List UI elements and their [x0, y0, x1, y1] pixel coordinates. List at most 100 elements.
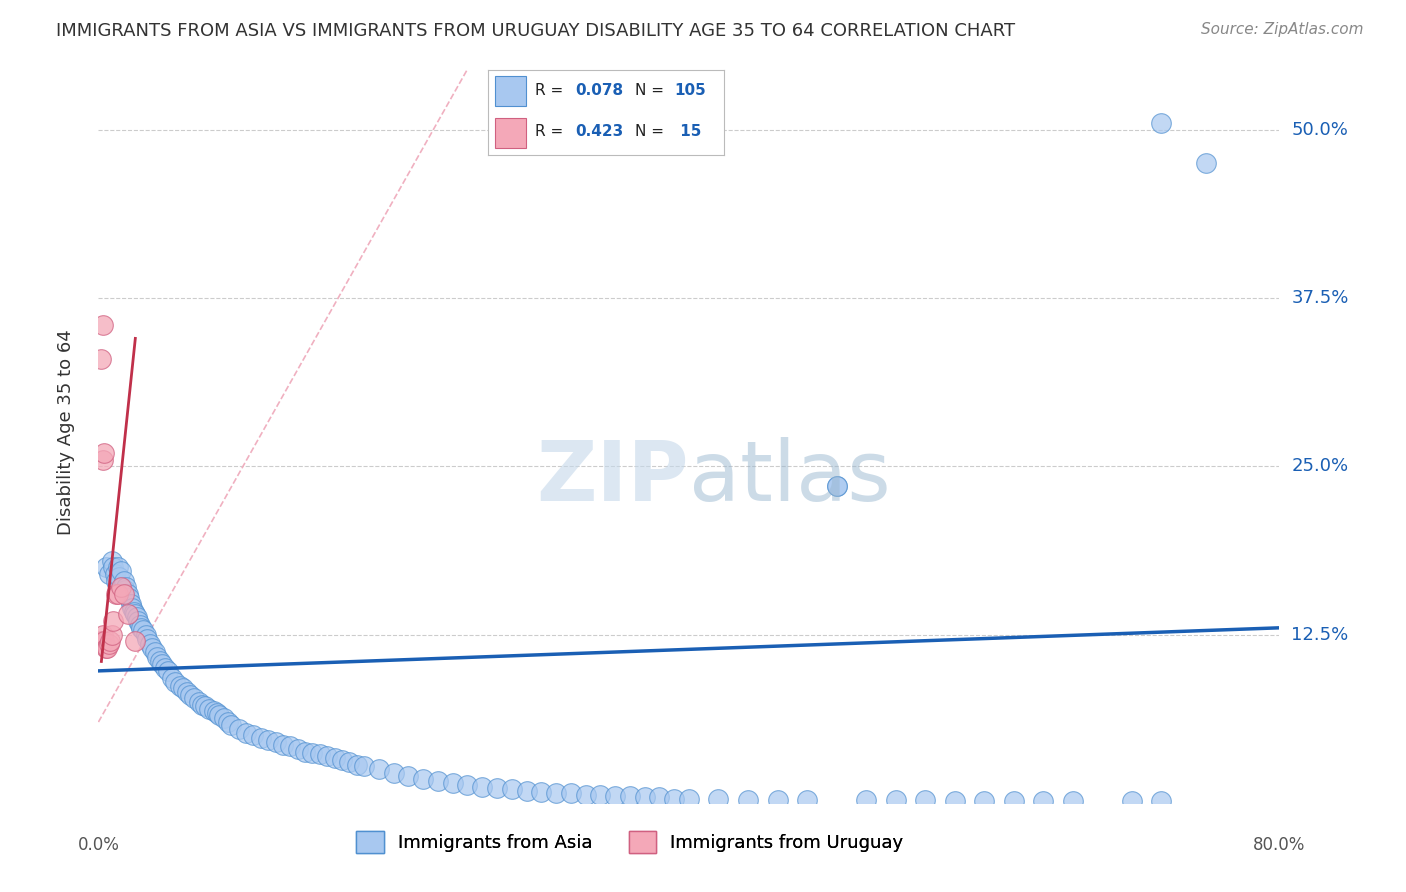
Text: 80.0%: 80.0% — [1253, 837, 1306, 855]
Point — [97, 566, 120, 581]
Point — [217, 714, 239, 729]
Point — [486, 780, 509, 795]
Point — [796, 793, 818, 807]
Point — [316, 748, 339, 763]
Point — [678, 791, 700, 805]
Point — [172, 681, 194, 696]
Point — [105, 587, 128, 601]
Point — [136, 632, 159, 646]
Point — [301, 746, 323, 760]
Point — [139, 637, 162, 651]
Point — [162, 671, 183, 685]
Point — [104, 566, 127, 581]
Point — [825, 479, 848, 493]
Point — [309, 747, 332, 762]
Point — [1002, 794, 1025, 808]
Point — [127, 614, 149, 628]
Point — [323, 751, 346, 765]
Point — [457, 778, 479, 792]
Point — [1121, 794, 1143, 808]
Point — [94, 560, 117, 574]
Point — [110, 581, 132, 595]
Point — [228, 722, 250, 736]
Point — [250, 731, 273, 746]
Point — [91, 452, 114, 467]
Point — [100, 627, 122, 641]
Point — [150, 657, 173, 672]
Point — [575, 788, 598, 802]
Point — [242, 729, 264, 743]
Point — [93, 634, 115, 648]
Point — [634, 790, 657, 805]
Point — [107, 587, 129, 601]
Point — [91, 318, 114, 332]
Point — [132, 624, 155, 638]
Point — [1032, 794, 1054, 808]
Point — [176, 685, 198, 699]
Point — [294, 745, 316, 759]
Point — [664, 791, 686, 805]
Point — [205, 706, 228, 720]
Point — [202, 704, 225, 718]
Point — [120, 597, 142, 611]
Point — [121, 600, 143, 615]
Point — [194, 698, 217, 713]
Point — [471, 780, 494, 794]
Point — [271, 738, 294, 752]
Point — [884, 793, 907, 807]
Point — [398, 769, 420, 783]
Point — [125, 610, 148, 624]
Point — [1150, 794, 1173, 808]
Point — [118, 591, 141, 606]
Point — [115, 581, 138, 595]
Point — [589, 788, 612, 802]
Text: 25.0%: 25.0% — [1291, 458, 1348, 475]
Point — [141, 640, 163, 655]
Point — [103, 614, 125, 628]
Point — [546, 786, 568, 800]
Point — [98, 634, 121, 648]
Point — [108, 569, 131, 583]
Text: Source: ZipAtlas.com: Source: ZipAtlas.com — [1201, 22, 1364, 37]
Point — [560, 786, 582, 800]
Point — [153, 661, 176, 675]
Point — [287, 742, 309, 756]
Point — [191, 698, 214, 712]
Text: atlas: atlas — [689, 436, 890, 517]
Point — [107, 560, 129, 574]
Point — [330, 753, 353, 767]
Point — [122, 605, 145, 619]
Point — [412, 772, 434, 786]
Point — [146, 650, 169, 665]
Point — [353, 759, 375, 773]
Point — [914, 793, 936, 807]
Point — [117, 587, 139, 601]
Point — [280, 739, 302, 754]
Text: 0.0%: 0.0% — [77, 837, 120, 855]
Point — [117, 607, 139, 622]
Point — [208, 708, 231, 723]
Text: 50.0%: 50.0% — [1291, 120, 1348, 139]
Point — [1062, 794, 1084, 808]
Point — [516, 783, 538, 797]
Point — [110, 564, 132, 578]
Point — [169, 679, 191, 693]
Point — [93, 446, 115, 460]
Point — [165, 674, 187, 689]
Point — [149, 655, 172, 669]
Point — [114, 583, 136, 598]
Point — [441, 775, 464, 789]
Y-axis label: Disability Age 35 to 64: Disability Age 35 to 64 — [56, 330, 75, 535]
Point — [187, 695, 209, 709]
Point — [183, 690, 205, 705]
Point — [1150, 116, 1173, 130]
Point — [105, 574, 128, 588]
Text: IMMIGRANTS FROM ASIA VS IMMIGRANTS FROM URUGUAY DISABILITY AGE 35 TO 64 CORRELAT: IMMIGRANTS FROM ASIA VS IMMIGRANTS FROM … — [56, 22, 1015, 40]
Point — [707, 791, 730, 805]
Point — [90, 351, 112, 366]
Point — [501, 782, 523, 797]
Point — [112, 574, 135, 588]
Point — [235, 726, 257, 740]
Point — [648, 790, 671, 805]
Point — [427, 774, 450, 789]
